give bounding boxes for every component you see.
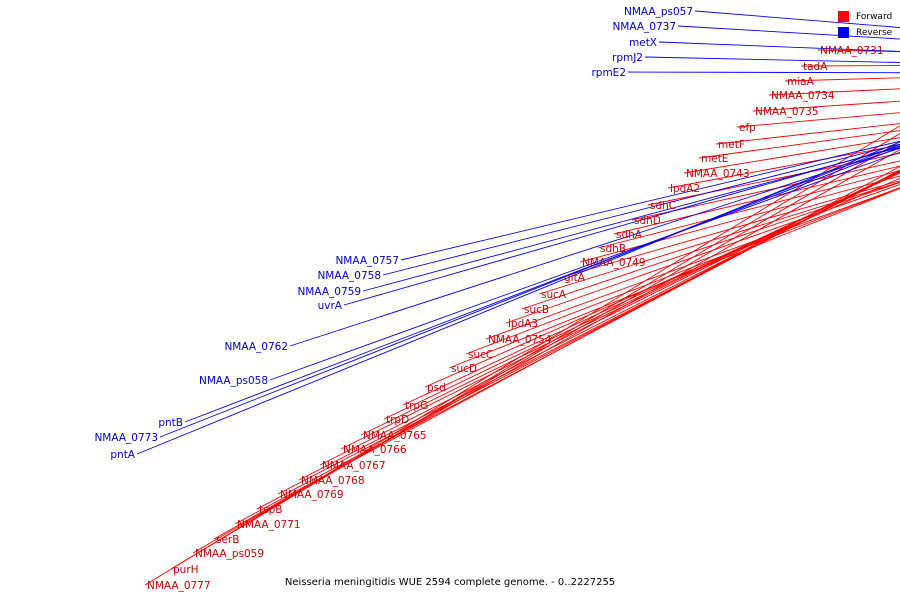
leader-line: [667, 144, 900, 189]
leader-line: [465, 187, 900, 355]
forward-gene-label: NMAA_0749: [582, 257, 646, 269]
forward-gene-label: sucA: [541, 289, 567, 301]
forward-gene-label: gltA: [564, 272, 586, 284]
leader-line: [234, 165, 900, 525]
reverse-swatch: [838, 27, 849, 38]
leader-line: [159, 143, 900, 438]
leader-line: [382, 143, 900, 276]
leader-line: [683, 137, 900, 174]
forward-gene-label: NMAA_0767: [322, 460, 386, 472]
legend-label-forward: Forward: [856, 11, 893, 22]
reverse-gene-label: NMAA_0737: [612, 21, 676, 33]
leader-line: [597, 170, 900, 249]
forward-gene-label: NMAA_0731: [820, 45, 884, 57]
reverse-gene-label: metX: [629, 37, 657, 49]
forward-gene-label: NMAA_ps059: [195, 548, 264, 560]
forward-gene-label: NMAA_0771: [237, 519, 301, 531]
forward-gene-label: NMAA_0734: [771, 90, 835, 102]
legend-item-forward: Forward: [838, 9, 898, 24]
leader-line: [521, 182, 900, 310]
forward-gene-label: tspB: [259, 504, 282, 516]
leader-line: [213, 149, 900, 540]
forward-gene-label: efp: [739, 122, 756, 134]
legend-item-reverse: Reverse: [838, 25, 898, 40]
leader-line: [136, 141, 900, 455]
leader-line: [579, 175, 900, 263]
leader-line: [644, 56, 900, 63]
forward-gene-label: NMAA_0743: [686, 168, 750, 180]
leader-line: [677, 25, 900, 40]
forward-gene-label: lpdA2: [670, 183, 700, 195]
leader-line: [698, 130, 900, 159]
forward-gene-label: metE: [701, 153, 728, 165]
forward-gene-label: psd: [427, 382, 446, 394]
leader-line: [343, 145, 900, 306]
forward-gene-label: sucB: [524, 304, 549, 316]
reverse-gene-label: pntB: [158, 417, 183, 429]
leader-line: [424, 177, 900, 388]
reverse-gene-label: NMAA_0759: [297, 286, 361, 298]
reverse-gene-label: rpmJ2: [612, 52, 643, 64]
forward-gene-label: lpdA3: [508, 318, 538, 330]
forward-gene-label: trpD: [386, 414, 409, 426]
forward-gene-label: sdhC: [650, 200, 676, 212]
forward-gene-label: serB: [216, 534, 239, 546]
forward-gene-label: trpG: [405, 400, 428, 412]
leader-line: [402, 172, 900, 406]
forward-gene-label: NMAA_0768: [301, 475, 365, 487]
reverse-gene-label: NMAA_0773: [94, 432, 158, 444]
leader-line: [694, 10, 900, 28]
forward-gene-label: metF: [718, 139, 745, 151]
reverse-gene-label: NMAA_0757: [335, 255, 399, 267]
forward-gene-label: sucC: [468, 349, 493, 361]
forward-gene-label: miaA: [787, 76, 815, 88]
reverse-gene-label: pntA: [110, 449, 135, 461]
leader-line: [144, 125, 900, 586]
forward-swatch: [838, 11, 849, 22]
leader-line: [627, 71, 900, 74]
forward-gene-label: purH: [173, 564, 199, 576]
leader-line: [256, 169, 900, 510]
legend-label-reverse: Reverse: [856, 27, 893, 38]
forward-gene-label: NMAA_0765: [363, 430, 427, 442]
forward-gene-label: NMAA_0735: [755, 106, 819, 118]
reverse-gene-label: rpmE2: [591, 67, 626, 79]
leader-line: [362, 146, 900, 292]
forward-gene-label: NMAA_0766: [343, 444, 407, 456]
forward-gene-label: NMAA_0754: [488, 334, 552, 346]
forward-gene-label: tadA: [803, 61, 828, 73]
leader-line: [505, 183, 900, 324]
genome-caption: Neisseria meningitidis WUE 2594 complete…: [284, 577, 616, 588]
forward-gene-label: sucD: [451, 363, 477, 375]
leader-line: [647, 152, 900, 206]
leader-line: [360, 170, 900, 436]
reverse-gene-label: NMAA_ps058: [199, 375, 268, 387]
forward-gene-label: sdhB: [600, 243, 626, 255]
leader-line: [561, 180, 900, 278]
leader-line: [485, 187, 900, 340]
label-leader-lines: [136, 10, 900, 586]
leader-line: [269, 151, 900, 381]
leader-line: [289, 147, 900, 347]
reverse-gene-label: NMAA_0762: [224, 341, 288, 353]
leader-line: [184, 146, 900, 423]
forward-gene-label: NMAA_0769: [280, 489, 344, 501]
leader-line: [277, 170, 900, 495]
leader-line: [448, 187, 900, 369]
leader-line: [383, 171, 900, 420]
forward-gene-label: sdhD: [634, 215, 661, 227]
leader-line: [658, 41, 900, 52]
reverse-gene-label: NMAA_0758: [317, 270, 381, 282]
leader-line: [538, 181, 900, 295]
legend: Forward Reverse: [838, 9, 898, 41]
leader-line: [400, 140, 900, 261]
forward-gene-label: NMAA_0777: [147, 580, 211, 592]
leader-line: [170, 133, 900, 570]
reverse-gene-label: NMAA_ps057: [624, 6, 693, 18]
reverse-gene-label: uvrA: [318, 300, 343, 312]
forward-gene-label: sdhA: [616, 229, 643, 241]
leader-line: [715, 123, 900, 145]
